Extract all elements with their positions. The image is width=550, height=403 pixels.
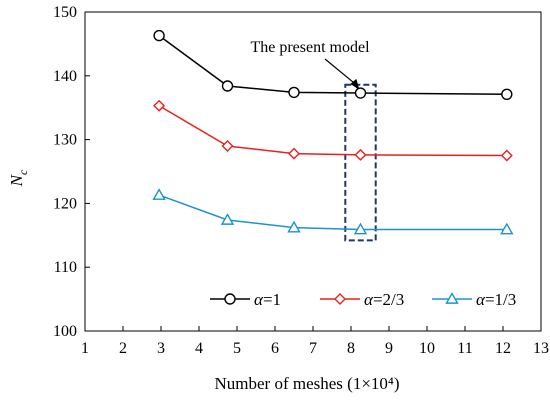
- legend-value: =2/3: [373, 290, 404, 309]
- legend: α=1 α=2/3 α=1/3: [210, 290, 516, 309]
- x-axis-ticks: 1 2 3 4 5 6 7 8 9 10 11 12 13: [81, 326, 549, 357]
- x-tick-label: 12: [495, 340, 511, 357]
- series-2: [153, 99, 513, 162]
- data-point: [354, 87, 367, 99]
- x-tick-label: 8: [347, 340, 355, 357]
- highlight-box: [344, 83, 377, 242]
- plot-border: [84, 11, 542, 332]
- series-1: [153, 29, 513, 101]
- series-3: [152, 188, 514, 235]
- series-layer: [152, 29, 514, 235]
- data-point: [288, 147, 300, 160]
- data-point: [220, 213, 235, 225]
- annotation-arrow-line: [324, 58, 357, 86]
- data-point: [153, 29, 165, 42]
- annotation-text: The present model: [250, 39, 370, 56]
- data-point: [221, 80, 234, 92]
- x-tick-label: 5: [233, 340, 241, 357]
- series-line: [158, 105, 507, 157]
- annotation-group: The present model: [250, 39, 377, 242]
- legend-marker: [224, 293, 236, 305]
- legend-symbol: α: [364, 290, 374, 309]
- x-tick-label: 9: [385, 340, 393, 357]
- y-tick-label: 140: [53, 68, 77, 85]
- legend-value: =1/3: [485, 290, 516, 309]
- legend-symbol: α: [254, 290, 264, 309]
- y-axis-ticks: 100 110 120 130 140 150: [53, 4, 90, 340]
- data-point: [287, 220, 301, 233]
- x-tick-label: 13: [533, 340, 549, 357]
- series-line: [158, 194, 507, 231]
- legend-label: α=2/3: [364, 290, 404, 309]
- annotation-arrow-head: [350, 78, 360, 90]
- legend-item-2: α=2/3: [320, 290, 404, 309]
- svg-text:Nc: Nc: [7, 169, 30, 187]
- y-axis-label-sub: c: [16, 169, 30, 175]
- legend-value: =1: [263, 290, 281, 309]
- x-tick-label: 4: [195, 340, 203, 357]
- y-tick-label: 150: [53, 4, 77, 21]
- x-tick-label: 6: [271, 340, 279, 357]
- y-tick-label: 100: [53, 323, 77, 340]
- legend-symbol: α: [476, 290, 486, 309]
- x-tick-label: 7: [309, 340, 317, 357]
- data-point: [221, 139, 234, 152]
- data-point: [501, 88, 513, 101]
- x-tick-label: 10: [419, 340, 435, 357]
- plot-frame: [84, 11, 542, 332]
- legend-label: α=1: [254, 290, 281, 309]
- legend-item-1: α=1: [210, 290, 281, 309]
- data-point: [288, 86, 300, 99]
- y-axis-label: Nc: [7, 169, 30, 187]
- legend-item-3: α=1/3: [432, 290, 516, 309]
- data-point: [500, 222, 514, 235]
- data-point: [353, 222, 368, 235]
- data-point: [152, 188, 166, 200]
- data-point: [500, 149, 513, 162]
- x-tick-label: 2: [119, 340, 127, 357]
- legend-label: α=1/3: [476, 290, 516, 309]
- y-tick-label: 120: [53, 195, 77, 212]
- x-tick-label: 11: [457, 340, 472, 357]
- legend-marker: [445, 292, 459, 304]
- legend-marker: [334, 293, 346, 305]
- x-tick-label: 3: [157, 340, 165, 357]
- y-tick-label: 130: [53, 132, 77, 149]
- x-axis-label: Number of meshes (1×10⁴): [215, 374, 400, 393]
- data-point: [153, 99, 166, 112]
- y-axis-label-main: N: [7, 173, 26, 187]
- data-point: [354, 148, 367, 161]
- y-tick-label: 110: [54, 259, 77, 276]
- x-tick-label: 1: [81, 340, 89, 357]
